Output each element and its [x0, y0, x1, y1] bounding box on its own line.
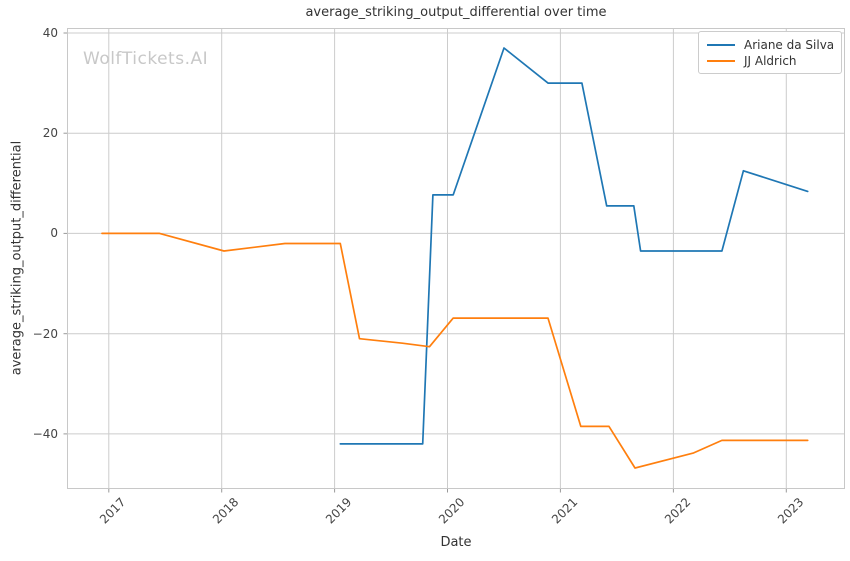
series-line-jj-aldrich	[101, 232, 809, 469]
x-tick-label: 2017	[97, 495, 129, 527]
y-tick-label: −20	[32, 326, 58, 341]
y-tick-label: 0	[50, 226, 58, 241]
x-tick-label: 2021	[548, 495, 581, 527]
y-tick-label: 40	[42, 26, 58, 40]
legend-item: JJ Aldrich	[707, 53, 833, 69]
legend-label: JJ Aldrich	[744, 54, 797, 68]
watermark: WolfTickets.AI	[83, 49, 209, 69]
legend-label: Ariane da Silva	[744, 38, 835, 52]
x-axis-label: Date	[440, 535, 472, 550]
x-tick-label: 2018	[210, 495, 242, 527]
axes-spines	[67, 28, 845, 489]
chart-title: average_striking_output_differential ove…	[305, 5, 607, 20]
legend-item: Ariane da Silva	[707, 37, 835, 53]
series-line-ariane-da-silva	[339, 47, 809, 445]
x-tick-label: 2023	[774, 495, 807, 527]
y-tick-label: 20	[42, 126, 58, 141]
x-tick-label: 2022	[661, 495, 694, 527]
x-tick-label: 2019	[323, 495, 355, 527]
legend-line-swatch-blue	[707, 44, 735, 46]
plot-area	[63, 28, 845, 493]
legend-line-swatch-orange	[707, 60, 735, 62]
legend: Ariane da Silva JJ Aldrich	[698, 31, 842, 74]
x-tick-label: 2020	[435, 495, 468, 527]
y-tick-label: −40	[32, 426, 58, 441]
